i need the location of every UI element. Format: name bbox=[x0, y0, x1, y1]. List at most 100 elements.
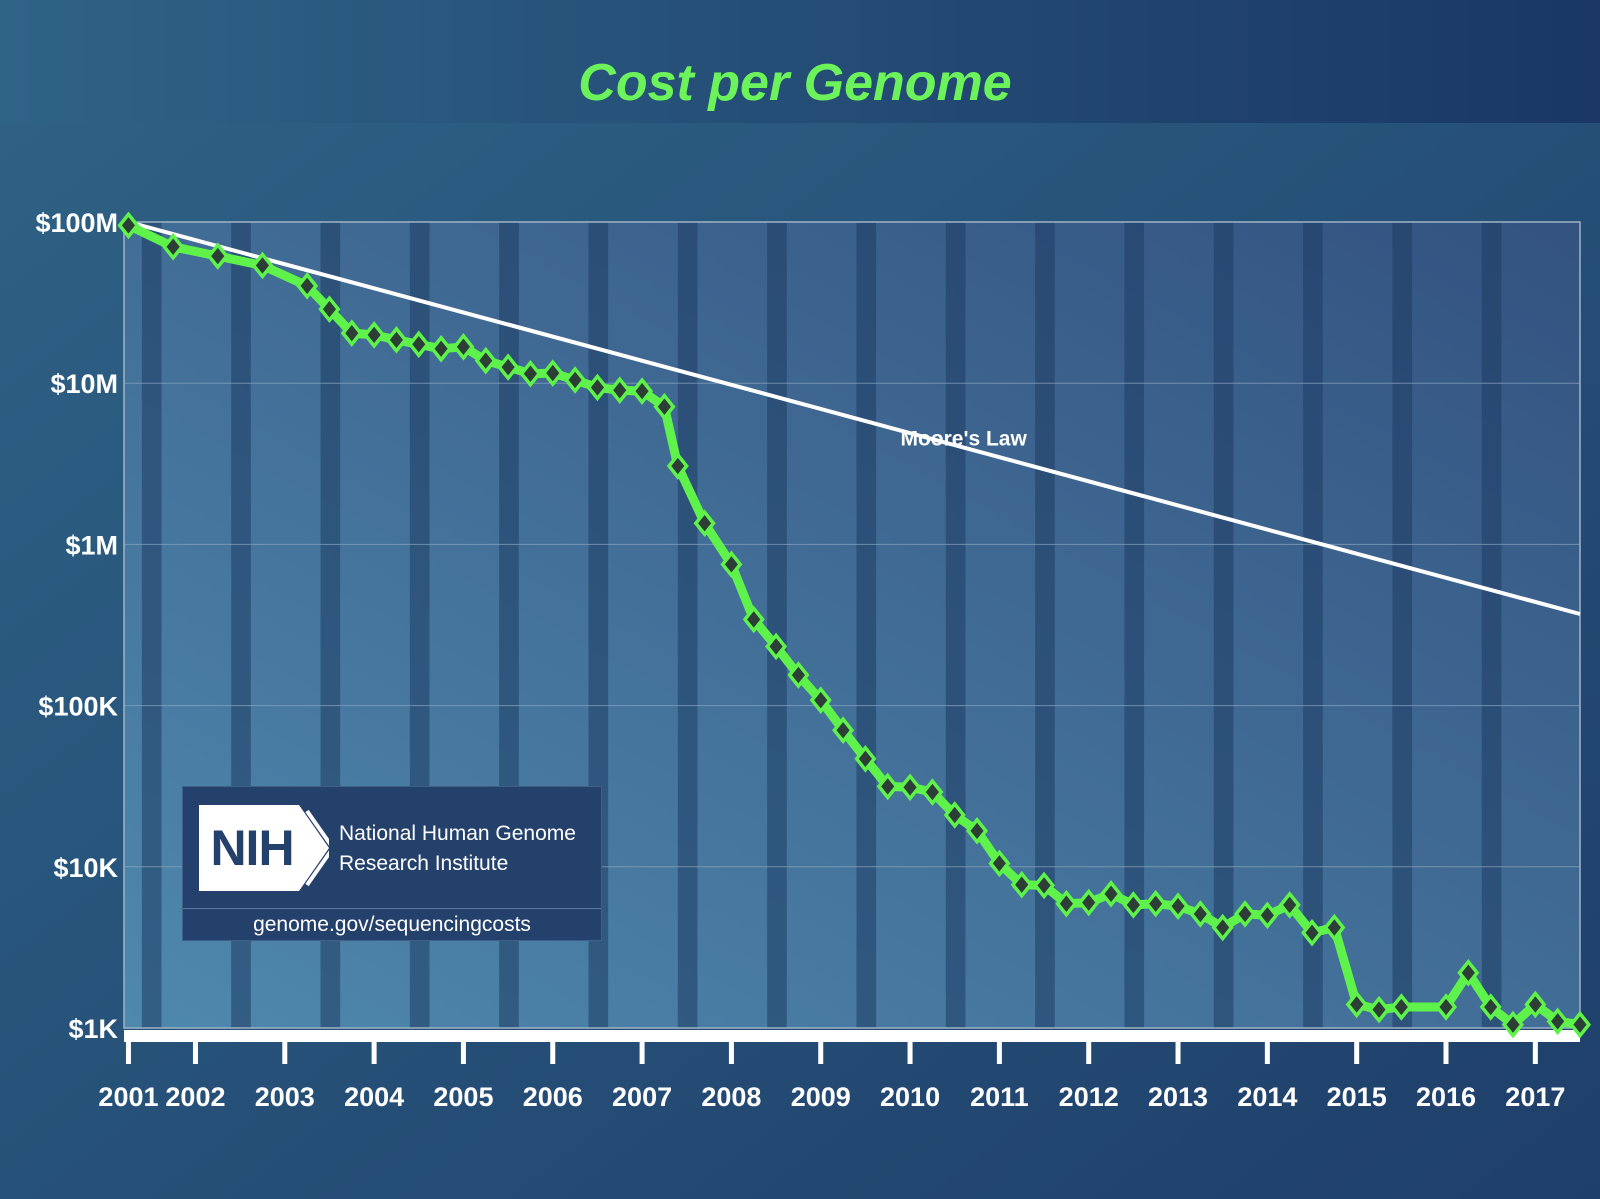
cost-data-point bbox=[1546, 1007, 1569, 1036]
x-tick-label: 2014 bbox=[1237, 1082, 1297, 1112]
nih-arrow-shape bbox=[199, 805, 329, 891]
year-stripe bbox=[141, 222, 162, 1028]
x-tick-label: 2011 bbox=[970, 1082, 1029, 1112]
x-tick-mark bbox=[192, 1042, 198, 1064]
cost-data-point bbox=[1122, 891, 1145, 919]
cost-data-point bbox=[1479, 993, 1502, 1021]
cost-data-point bbox=[631, 377, 654, 405]
y-tick-label: $10M bbox=[50, 369, 118, 399]
x-tick-mark bbox=[1443, 1042, 1449, 1064]
cost-data-point bbox=[519, 359, 542, 388]
y-tick-label: $1K bbox=[68, 1014, 118, 1044]
cost-data-point bbox=[162, 232, 185, 261]
logo-divider bbox=[183, 908, 601, 909]
cost-data-point bbox=[966, 817, 989, 845]
cost-data-point bbox=[832, 716, 855, 745]
year-stripe bbox=[1124, 222, 1145, 1028]
cost-data-point bbox=[340, 319, 363, 347]
cost-data-point bbox=[1100, 879, 1123, 908]
x-tick-mark bbox=[996, 1042, 1002, 1064]
x-tick-label: 2013 bbox=[1148, 1082, 1208, 1112]
cost-data-point bbox=[787, 661, 810, 689]
cost-data-point bbox=[385, 326, 408, 354]
cost-data-point bbox=[1300, 918, 1324, 947]
cost-data-point bbox=[430, 334, 453, 363]
x-tick-mark bbox=[1175, 1042, 1181, 1064]
x-tick-label: 2015 bbox=[1327, 1082, 1387, 1112]
institute-name: National Human Genome Research Institute bbox=[339, 819, 601, 879]
cost-data-point bbox=[497, 353, 520, 381]
year-stripe bbox=[677, 222, 698, 1028]
y-tick-label: $1M bbox=[65, 530, 118, 560]
nih-logo-text: NIH bbox=[210, 820, 294, 876]
x-tick-label: 2005 bbox=[433, 1082, 493, 1112]
cost-data-point bbox=[1390, 993, 1413, 1021]
cost-data-point bbox=[693, 509, 716, 538]
x-tick-label: 2004 bbox=[344, 1082, 404, 1112]
cost-data-point bbox=[296, 272, 319, 300]
cost-data-point bbox=[876, 772, 899, 801]
cost-data-point bbox=[1524, 990, 1547, 1019]
cost-series bbox=[117, 211, 1592, 1039]
x-tick-mark bbox=[818, 1042, 824, 1064]
cost-data-point bbox=[1568, 1010, 1592, 1039]
cost-data-point bbox=[765, 632, 788, 661]
moores-law-series: Moore's Law bbox=[127, 220, 1581, 616]
cost-data-point bbox=[1033, 871, 1056, 900]
x-tick-label: 2003 bbox=[255, 1082, 315, 1112]
x-tick-mark bbox=[728, 1042, 734, 1064]
source-url: genome.gov/sequencingcosts bbox=[253, 913, 531, 936]
cost-data-point bbox=[1055, 889, 1078, 918]
year-stripe bbox=[1481, 222, 1502, 1028]
cost-data-point bbox=[720, 550, 743, 579]
x-tick-mark bbox=[282, 1042, 288, 1064]
cost-data-point bbox=[1166, 892, 1190, 920]
cost-data-point bbox=[1278, 891, 1301, 919]
x-tick-label: 2008 bbox=[701, 1082, 761, 1112]
cost-data-point bbox=[407, 330, 430, 359]
cost-data-point bbox=[1144, 889, 1167, 918]
year-stripe bbox=[856, 222, 877, 1028]
cost-data-point bbox=[117, 211, 140, 240]
year-stripe bbox=[1213, 222, 1234, 1028]
year-stripe bbox=[1303, 222, 1323, 1028]
x-tick-mark bbox=[1532, 1042, 1538, 1064]
cost-data-point bbox=[608, 376, 631, 405]
cost-data-point bbox=[452, 333, 475, 361]
cost-data-point bbox=[854, 744, 877, 773]
nih-logo-mark: NIH bbox=[199, 805, 329, 891]
y-axis: $100M $10M $1M $100K $10K $1K bbox=[35, 208, 118, 1044]
x-tick-label: 2006 bbox=[523, 1082, 583, 1112]
x-tick-label: 2002 bbox=[165, 1082, 225, 1112]
x-tick-label: 2009 bbox=[791, 1082, 851, 1112]
cost-data-point bbox=[1434, 993, 1458, 1021]
cost-data-point bbox=[1457, 959, 1480, 987]
cost-data-point bbox=[666, 452, 689, 480]
x-tick-mark bbox=[125, 1042, 131, 1064]
x-tick-mark bbox=[639, 1042, 645, 1064]
x-tick-mark bbox=[550, 1042, 556, 1064]
cost-data-point bbox=[586, 373, 609, 402]
x-tick-mark bbox=[1354, 1042, 1360, 1064]
cost-data-point bbox=[1077, 888, 1100, 917]
cost-data-point bbox=[206, 242, 229, 270]
cost-data-point bbox=[1345, 990, 1368, 1019]
x-tick-label: 2017 bbox=[1505, 1082, 1565, 1112]
x-tick-label: 2007 bbox=[612, 1082, 672, 1112]
chart-title: Cost per Genome bbox=[578, 54, 1011, 112]
cost-data-point bbox=[809, 686, 832, 714]
x-tick-mark bbox=[1264, 1042, 1270, 1064]
year-stripe bbox=[767, 222, 787, 1028]
cost-data-point bbox=[653, 392, 676, 421]
cost-data-point bbox=[742, 605, 765, 634]
year-stripe bbox=[1035, 222, 1055, 1028]
y-tick-label: $100M bbox=[35, 208, 118, 238]
x-axis-band bbox=[124, 1030, 1580, 1042]
cost-data-point bbox=[564, 366, 587, 394]
cost-data-point bbox=[921, 778, 944, 806]
plot-frame bbox=[123, 221, 1581, 1029]
x-tick-label: 2016 bbox=[1416, 1082, 1476, 1112]
cost-data-point bbox=[363, 321, 386, 349]
year-stripe bbox=[1392, 222, 1413, 1028]
